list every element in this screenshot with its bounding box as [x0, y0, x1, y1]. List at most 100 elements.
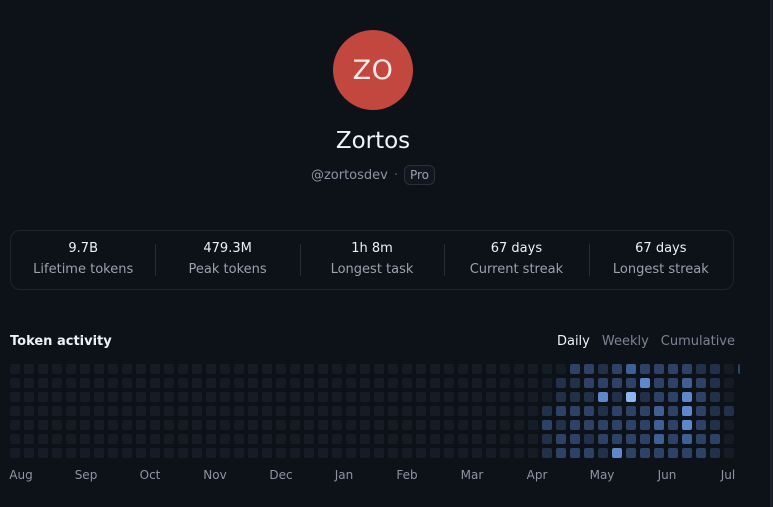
activity-cell[interactable]: [444, 378, 454, 388]
activity-cell[interactable]: [724, 364, 734, 374]
activity-cell[interactable]: [276, 434, 286, 444]
activity-cell[interactable]: [206, 378, 216, 388]
activity-cell[interactable]: [668, 406, 678, 416]
activity-cell[interactable]: [654, 434, 664, 444]
activity-cell[interactable]: [108, 448, 118, 458]
activity-cell[interactable]: [332, 406, 342, 416]
activity-cell[interactable]: [626, 392, 636, 402]
activity-cell[interactable]: [640, 434, 650, 444]
activity-cell[interactable]: [24, 406, 34, 416]
activity-cell[interactable]: [346, 378, 356, 388]
activity-cell[interactable]: [52, 434, 62, 444]
activity-cell[interactable]: [682, 406, 692, 416]
activity-cell[interactable]: [682, 448, 692, 458]
activity-cell[interactable]: [136, 434, 146, 444]
activity-cell[interactable]: [304, 434, 314, 444]
activity-cell[interactable]: [122, 392, 132, 402]
activity-cell[interactable]: [318, 448, 328, 458]
activity-cell[interactable]: [626, 420, 636, 430]
activity-cell[interactable]: [10, 406, 20, 416]
activity-cell[interactable]: [178, 364, 188, 374]
activity-cell[interactable]: [626, 378, 636, 388]
activity-cell[interactable]: [94, 378, 104, 388]
activity-cell[interactable]: [374, 448, 384, 458]
activity-cell[interactable]: [500, 406, 510, 416]
activity-cell[interactable]: [528, 392, 538, 402]
activity-cell[interactable]: [80, 406, 90, 416]
activity-cell[interactable]: [514, 434, 524, 444]
activity-cell[interactable]: [192, 364, 202, 374]
activity-cell[interactable]: [388, 448, 398, 458]
activity-cell[interactable]: [276, 420, 286, 430]
activity-cell[interactable]: [472, 420, 482, 430]
activity-cell[interactable]: [38, 378, 48, 388]
activity-cell[interactable]: [248, 378, 258, 388]
activity-cell[interactable]: [430, 378, 440, 388]
activity-cell[interactable]: [52, 448, 62, 458]
activity-cell[interactable]: [402, 364, 412, 374]
activity-cell[interactable]: [388, 364, 398, 374]
activity-cell[interactable]: [584, 406, 594, 416]
activity-cell[interactable]: [542, 378, 552, 388]
activity-cell[interactable]: [598, 406, 608, 416]
activity-cell[interactable]: [388, 420, 398, 430]
activity-cell[interactable]: [696, 364, 706, 374]
activity-cell[interactable]: [486, 378, 496, 388]
activity-cell[interactable]: [584, 420, 594, 430]
activity-cell[interactable]: [234, 392, 244, 402]
activity-cell[interactable]: [388, 392, 398, 402]
activity-cell[interactable]: [640, 364, 650, 374]
activity-cell[interactable]: [150, 392, 160, 402]
activity-cell[interactable]: [598, 434, 608, 444]
activity-cell[interactable]: [178, 420, 188, 430]
activity-cell[interactable]: [192, 420, 202, 430]
activity-cell[interactable]: [570, 378, 580, 388]
activity-cell[interactable]: [318, 378, 328, 388]
activity-cell[interactable]: [570, 434, 580, 444]
activity-cell[interactable]: [220, 364, 230, 374]
activity-cell[interactable]: [598, 378, 608, 388]
activity-cell[interactable]: [150, 434, 160, 444]
activity-cell[interactable]: [304, 420, 314, 430]
activity-cell[interactable]: [80, 378, 90, 388]
activity-cell[interactable]: [122, 448, 132, 458]
activity-cell[interactable]: [486, 406, 496, 416]
activity-cell[interactable]: [150, 364, 160, 374]
activity-cell[interactable]: [122, 364, 132, 374]
activity-cell[interactable]: [94, 364, 104, 374]
activity-cell[interactable]: [584, 434, 594, 444]
activity-cell[interactable]: [220, 448, 230, 458]
activity-cell[interactable]: [542, 406, 552, 416]
activity-cell[interactable]: [710, 420, 720, 430]
activity-cell[interactable]: [80, 364, 90, 374]
activity-cell[interactable]: [486, 434, 496, 444]
activity-cell[interactable]: [192, 392, 202, 402]
activity-cell[interactable]: [178, 406, 188, 416]
activity-cell[interactable]: [472, 434, 482, 444]
activity-cell[interactable]: [626, 448, 636, 458]
activity-cell[interactable]: [500, 364, 510, 374]
activity-cell[interactable]: [220, 392, 230, 402]
activity-cell[interactable]: [332, 378, 342, 388]
activity-cell[interactable]: [710, 406, 720, 416]
activity-cell[interactable]: [346, 392, 356, 402]
activity-cell[interactable]: [290, 420, 300, 430]
activity-cell[interactable]: [654, 378, 664, 388]
tab-weekly[interactable]: Weekly: [601, 334, 649, 349]
activity-cell[interactable]: [724, 406, 734, 416]
activity-cell[interactable]: [626, 434, 636, 444]
activity-cell[interactable]: [542, 448, 552, 458]
activity-cell[interactable]: [150, 378, 160, 388]
activity-cell[interactable]: [66, 364, 76, 374]
activity-cell[interactable]: [668, 420, 678, 430]
activity-cell[interactable]: [38, 434, 48, 444]
activity-cell[interactable]: [10, 378, 20, 388]
activity-cell[interactable]: [136, 448, 146, 458]
activity-cell[interactable]: [556, 364, 566, 374]
activity-cell[interactable]: [122, 420, 132, 430]
activity-cell[interactable]: [262, 448, 272, 458]
activity-cell[interactable]: [108, 378, 118, 388]
activity-cell[interactable]: [276, 448, 286, 458]
activity-cell[interactable]: [248, 392, 258, 402]
activity-cell[interactable]: [94, 392, 104, 402]
